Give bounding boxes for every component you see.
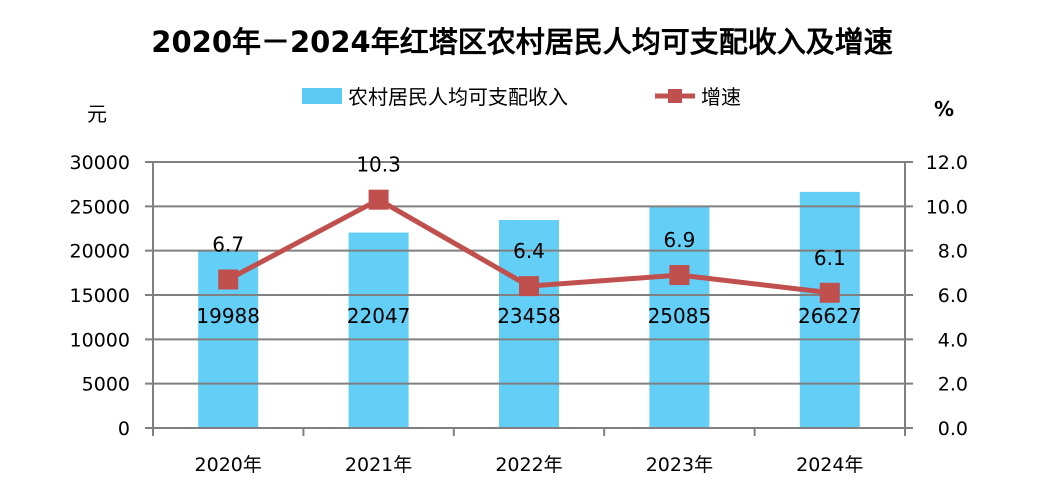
bar-value-label: 19988	[196, 304, 260, 328]
growth-marker	[519, 276, 539, 297]
bar-2024年	[799, 191, 860, 428]
y-right-unit: %	[934, 97, 954, 121]
y-left-tick-label: 0	[118, 418, 130, 440]
y-right-tick-label: 2.0	[938, 374, 968, 396]
bar-2023年	[649, 205, 710, 428]
bar-value-label: 23458	[497, 304, 561, 328]
growth-value-label: 6.9	[663, 228, 695, 252]
y-right-tick-label: 12.0	[926, 152, 968, 174]
y-right-tick-label: 0.0	[938, 418, 968, 440]
y-right-tick-label: 8.0	[938, 241, 968, 263]
bar-2021年	[348, 232, 409, 428]
y-left-tick-label: 20000	[70, 241, 130, 263]
y-left-tick-label: 5000	[82, 374, 130, 396]
y-left-tick-label: 15000	[70, 285, 130, 307]
x-tick-label: 2021年	[345, 454, 412, 476]
bar-value-label: 25085	[648, 304, 712, 328]
x-tick-label: 2020年	[195, 454, 262, 476]
x-tick-label: 2024年	[796, 454, 863, 476]
legend: 农村居民人均可支配收入 增速	[302, 85, 741, 109]
y-left-tick-label: 10000	[70, 329, 130, 351]
y-left-unit: 元	[87, 102, 107, 126]
y-left-tick-label: 30000	[70, 152, 130, 174]
y-right-tick-label: 10.0	[926, 196, 968, 218]
bar-2022年	[499, 220, 559, 428]
growth-marker	[669, 265, 690, 286]
growth-value-label: 10.3	[356, 153, 401, 177]
legend-line-marker	[668, 89, 682, 103]
growth-value-label: 6.1	[814, 246, 846, 270]
growth-marker	[368, 189, 389, 210]
growth-value-label: 6.7	[212, 232, 244, 256]
bar-value-label: 22047	[347, 304, 411, 328]
y-left-tick-label: 25000	[70, 196, 130, 218]
growth-marker	[218, 269, 239, 290]
x-tick-label: 2022年	[495, 454, 562, 476]
legend-bar-swatch	[302, 88, 342, 104]
legend-line-label: 增速	[701, 85, 741, 109]
chart-title: 2020年－2024年红塔区农村居民人均可支配收入及增速	[151, 25, 892, 59]
y-right-tick-label: 4.0	[938, 329, 968, 351]
y-right-tick-label: 6.0	[938, 285, 968, 307]
x-tick-label: 2023年	[646, 454, 713, 476]
growth-value-label: 6.4	[513, 239, 545, 263]
bar-value-label: 26627	[798, 304, 862, 328]
growth-marker	[819, 282, 840, 303]
legend-bar-label: 农村居民人均可支配收入	[348, 85, 568, 109]
